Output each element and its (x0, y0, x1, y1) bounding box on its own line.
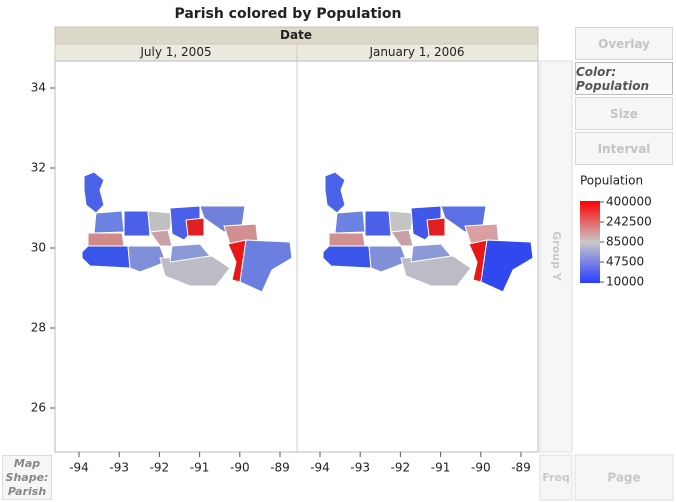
y-tick-label: 30 (31, 241, 46, 255)
parish (426, 217, 446, 237)
page-zone[interactable] (574, 454, 674, 501)
legend-gradient (580, 201, 600, 283)
parish (185, 217, 205, 237)
parish (364, 210, 392, 237)
x-tick-label: -92 (150, 461, 170, 475)
parish (322, 245, 372, 269)
parish (87, 232, 125, 247)
x-tick-label: -90 (230, 461, 250, 475)
panel-label: July 1, 2005 (139, 45, 211, 59)
parish (324, 171, 346, 214)
parish (400, 255, 472, 287)
parish (328, 232, 366, 247)
x-tick-label: -93 (350, 461, 370, 475)
parish (368, 245, 408, 273)
legend-label: 47500 (606, 255, 644, 269)
x-tick-label: -94 (310, 461, 330, 475)
y-tick-label: 28 (31, 321, 46, 335)
legend-label: 10000 (606, 275, 644, 289)
role-button[interactable]: Overlay (575, 27, 673, 60)
parish (127, 245, 167, 273)
parish (239, 239, 293, 293)
map-shape-zone[interactable]: Map Shape: Parish (2, 455, 52, 500)
freq-label: Freq (542, 471, 570, 484)
y-tick-label: 34 (31, 81, 46, 95)
map-shape-label: Map Shape: Parish (5, 457, 49, 498)
group-y-label: Group Y (550, 231, 563, 282)
map (81, 171, 534, 293)
parish (123, 210, 151, 237)
legend-label: 400000 (606, 195, 652, 209)
x-tick-label: -91 (431, 461, 451, 475)
legend-title: Population (580, 174, 643, 188)
page-label: Page (607, 471, 640, 485)
x-tick-label: -89 (270, 461, 290, 475)
legend-label: 242500 (606, 215, 652, 229)
x-tick-label: -90 (471, 461, 491, 475)
parish (81, 245, 131, 269)
x-tick-label: -92 (391, 461, 411, 475)
x-tick-label: -91 (190, 461, 210, 475)
parish (93, 210, 125, 234)
role-button[interactable]: Interval (575, 132, 673, 165)
group-x-label: Date (280, 28, 312, 42)
parish (159, 255, 231, 287)
x-tick-label: -93 (109, 461, 129, 475)
parish (169, 243, 211, 263)
parish (410, 243, 452, 263)
group-y-zone[interactable] (539, 60, 573, 453)
parish (147, 210, 173, 233)
parish (388, 210, 414, 233)
parish (83, 171, 105, 214)
y-tick-label: 26 (31, 401, 46, 415)
legend-label: 85000 (606, 235, 644, 249)
panel-label: January 1, 2006 (368, 45, 464, 59)
role-button[interactable]: Color: Population (575, 62, 673, 95)
title: Parish colored by Population (174, 6, 401, 22)
parish (480, 239, 534, 293)
role-button[interactable]: Size (575, 97, 673, 130)
y-tick-label: 32 (31, 161, 46, 175)
freq-zone[interactable] (539, 454, 573, 501)
x-tick-label: -94 (69, 461, 89, 475)
parish (334, 210, 366, 234)
x-tick-label: -89 (511, 461, 531, 475)
